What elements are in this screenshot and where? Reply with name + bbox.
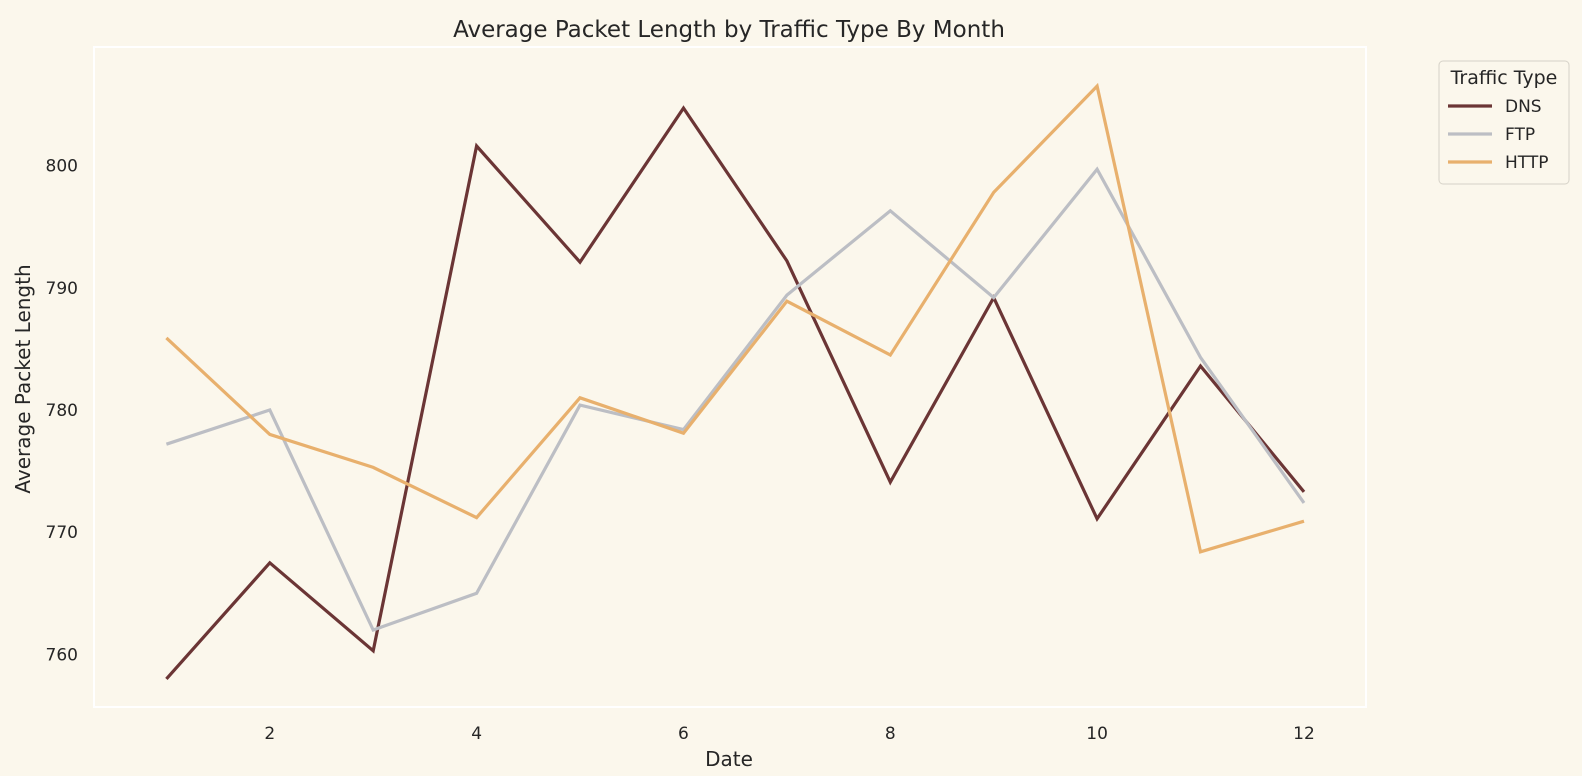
legend-title: Traffic Type <box>1450 67 1558 89</box>
x-axis-ticks: 2 4 6 8 10 12 <box>264 724 1314 744</box>
y-axis-ticks: 760 770 780 790 800 <box>46 157 78 666</box>
y-tick-label: 760 <box>46 645 78 665</box>
plot-area <box>93 46 1367 708</box>
y-axis-label: Average Packet Length <box>11 264 35 493</box>
chart-title: Average Packet Length by Traffic Type By… <box>453 17 1005 43</box>
y-tick-label: 790 <box>46 279 78 299</box>
legend-items: DNS FTP HTTP <box>1448 97 1549 173</box>
legend: Traffic Type DNS FTP HTTP <box>1438 60 1570 185</box>
y-tick-label: 770 <box>46 523 78 543</box>
x-tick-label: 10 <box>1086 724 1108 744</box>
series-line-http <box>165 82 1305 554</box>
y-tick-label: 800 <box>46 157 78 177</box>
x-tick-label: 8 <box>885 724 896 744</box>
series-line-dns <box>165 105 1306 680</box>
y-tick-label: 780 <box>46 401 78 421</box>
legend-label-ftp: FTP <box>1505 125 1535 145</box>
x-tick-label: 12 <box>1293 724 1315 744</box>
legend-label-http: HTTP <box>1505 153 1549 173</box>
x-axis-label: Date <box>705 747 753 771</box>
x-tick-label: 4 <box>471 724 482 744</box>
x-tick-label: 6 <box>678 724 689 744</box>
series-line-ftp <box>165 166 1306 632</box>
legend-box <box>1438 60 1570 185</box>
series-lines <box>165 82 1306 680</box>
x-tick-label: 2 <box>264 724 275 744</box>
legend-label-dns: DNS <box>1505 97 1542 117</box>
